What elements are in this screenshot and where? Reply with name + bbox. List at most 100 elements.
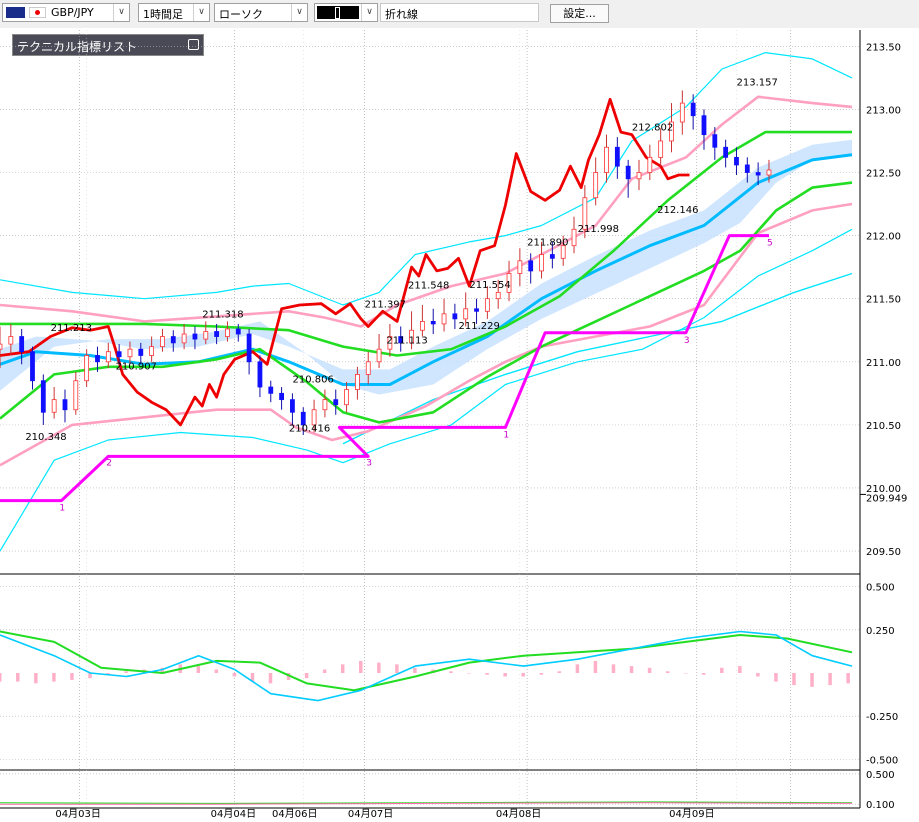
candle-body xyxy=(365,361,371,375)
candle-body xyxy=(192,333,198,340)
date-tick-label: 04月04日 xyxy=(211,808,256,820)
sub-line-a xyxy=(0,801,853,804)
candle-body xyxy=(679,102,685,123)
candle-body xyxy=(604,146,609,173)
zigzag-line xyxy=(0,234,769,503)
candle-body xyxy=(549,254,555,259)
candle-body xyxy=(484,298,490,312)
line-style-swatch xyxy=(317,6,359,19)
macd-tick-label: -0.500 xyxy=(866,755,898,766)
macd-histogram-bar xyxy=(268,673,273,684)
chart-type-select[interactable]: ローソク ∨ xyxy=(214,3,308,22)
macd-histogram-bar xyxy=(106,673,110,675)
macd-histogram-bar xyxy=(701,673,706,675)
candle-body xyxy=(398,336,404,344)
candle-body xyxy=(755,172,761,176)
bollinger-upper-outer-line xyxy=(0,52,853,306)
short-ma-line xyxy=(0,153,853,386)
price-annotation: 210.416 xyxy=(289,423,330,434)
candle-body xyxy=(647,156,653,173)
price-annotation: 212.146 xyxy=(657,205,698,216)
candle-body xyxy=(723,146,729,158)
macd-histogram-bar xyxy=(52,673,56,682)
macd-histogram-bar xyxy=(720,667,724,673)
price-tick-label: 211.50 xyxy=(866,295,901,306)
macd-tick-label: 0.250 xyxy=(866,626,895,637)
currency-pair-select[interactable]: GBP/JPY ∨ xyxy=(2,3,130,22)
uk-flag-icon xyxy=(6,7,25,18)
macd-histogram-bar xyxy=(286,673,291,680)
sub-tick-label: 0.500 xyxy=(866,770,895,781)
candle-body xyxy=(463,308,469,320)
macd-histogram-bar xyxy=(629,666,634,673)
style-name-label: 折れ線 xyxy=(385,8,418,21)
candle-body xyxy=(539,254,544,272)
candle-body xyxy=(517,260,523,274)
macd-histogram-bar xyxy=(756,673,760,677)
macd-histogram-bar xyxy=(322,669,327,673)
zigzag-wave-label: 3 xyxy=(366,458,372,468)
candle-body xyxy=(290,399,295,413)
settings-button[interactable]: 設定... xyxy=(550,4,609,23)
candle-body xyxy=(560,245,566,259)
chevron-down-icon[interactable]: ∨ xyxy=(291,4,307,21)
date-tick-label: 04月08日 xyxy=(496,808,541,820)
date-tick-label: 04月03日 xyxy=(55,808,100,820)
candle-body xyxy=(734,156,739,166)
macd-histogram-bar xyxy=(34,673,38,684)
price-tick-label: 209.50 xyxy=(866,547,901,558)
macd-histogram-bar xyxy=(340,664,345,673)
candle-body xyxy=(116,351,122,358)
macd-histogram-bar xyxy=(557,671,562,673)
macd-histogram-bar xyxy=(611,664,616,673)
price-tick-label: 211.00 xyxy=(866,358,901,369)
style-name-field[interactable]: 折れ線 xyxy=(380,3,539,22)
timeframe-select[interactable]: 1時間足 ∨ xyxy=(138,3,210,22)
minimize-icon[interactable] xyxy=(188,39,199,50)
bollinger-lower-inner-line xyxy=(0,202,853,467)
line-style-select[interactable]: ∨ xyxy=(314,3,378,22)
price-annotation: 211.229 xyxy=(459,321,500,332)
candle-body xyxy=(571,228,577,247)
sub-tick-label: 0.100 xyxy=(866,800,895,811)
cloud-area xyxy=(0,139,852,395)
chevron-down-icon[interactable]: ∨ xyxy=(361,4,377,21)
currency-pair-label: GBP/JPY xyxy=(51,6,94,19)
price-tick-label: 212.50 xyxy=(866,169,901,180)
candle-body xyxy=(690,102,696,117)
macd-histogram-bar xyxy=(503,673,507,677)
macd-histogram-bar xyxy=(88,673,92,679)
chart-type-label: ローソク xyxy=(219,8,263,21)
timeframe-label: 1時間足 xyxy=(143,8,183,21)
price-annotation: 210.907 xyxy=(116,362,157,373)
candle-body xyxy=(160,336,165,348)
candle-body xyxy=(138,348,144,356)
price-tick-label: 210.50 xyxy=(866,421,901,432)
candle-body xyxy=(452,313,458,320)
candle-body xyxy=(8,336,14,345)
chevron-down-icon[interactable]: ∨ xyxy=(193,4,209,21)
candle-body xyxy=(19,336,25,353)
indicator-list-panel[interactable]: テクニカル指標リスト xyxy=(12,34,204,56)
price-tick-label: 213.50 xyxy=(866,42,901,53)
macd-histogram-bar xyxy=(449,671,453,673)
candle-body xyxy=(669,121,674,142)
candle-body xyxy=(625,165,631,180)
macd-histogram-bar xyxy=(467,673,471,674)
chevron-down-icon[interactable]: ∨ xyxy=(113,4,129,21)
macd-histogram-bar xyxy=(0,673,2,682)
macd-histogram-bar xyxy=(521,673,525,677)
macd-histogram-bar xyxy=(738,666,742,673)
macd-histogram-bar xyxy=(774,673,778,682)
candle-style-icon xyxy=(335,7,340,19)
macd-histogram-bar xyxy=(485,673,489,675)
price-tick-label: 212.00 xyxy=(866,232,901,243)
candle-body xyxy=(376,348,382,363)
candle-body xyxy=(105,351,111,363)
candle-body xyxy=(344,389,349,406)
candle-body xyxy=(235,328,241,335)
macd-histogram-bar xyxy=(196,666,201,673)
sub-line-b xyxy=(0,802,853,805)
indicator-list-title: テクニカル指標リスト xyxy=(17,40,138,54)
